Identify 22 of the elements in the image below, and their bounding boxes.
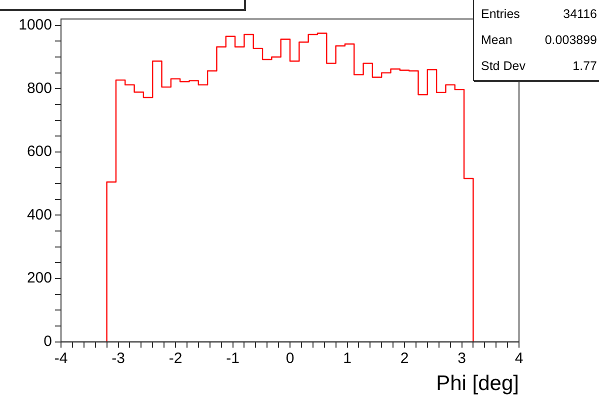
- x-tick-label: 0: [286, 350, 294, 367]
- x-axis-title: Phi [deg]: [436, 372, 519, 396]
- x-tick-label: -4: [54, 350, 68, 367]
- annotation: Std Dev: [481, 59, 526, 73]
- text: 34116: [563, 7, 597, 21]
- annotation: Entries: [481, 7, 520, 21]
- x-tick-label: 3: [458, 350, 466, 367]
- x-tick-label: -2: [168, 350, 182, 367]
- y-tick-label: 1000: [18, 16, 52, 34]
- x-tick-label: 4: [514, 350, 524, 367]
- x-tick-label: 1: [343, 350, 352, 367]
- y-tick-label: 200: [26, 270, 52, 287]
- y-tick-label: 400: [26, 206, 52, 224]
- y-tick-label: 800: [26, 80, 52, 97]
- text: 1.77: [572, 59, 597, 73]
- x-tick-label: -1: [226, 350, 240, 367]
- text: 0.003899: [544, 33, 597, 47]
- y-tick-label: 0: [44, 332, 52, 350]
- annotation: Mean: [481, 33, 512, 47]
- y-tick-label: 600: [26, 143, 52, 160]
- x-tick-label: -3: [112, 350, 125, 367]
- x-tick-label: 2: [400, 350, 409, 367]
